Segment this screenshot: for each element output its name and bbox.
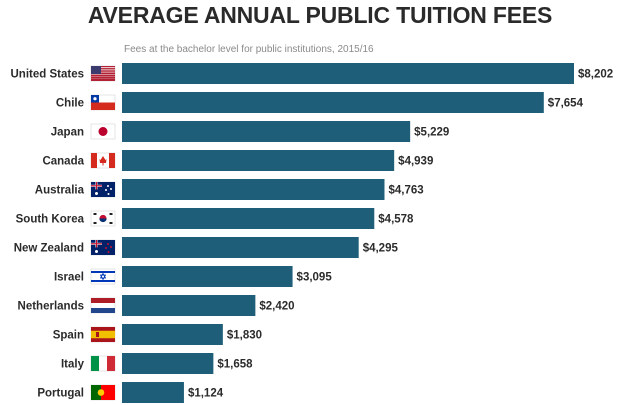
category-label: Netherlands: [18, 301, 84, 313]
bar: [122, 266, 293, 287]
category-label: Israel: [54, 272, 84, 284]
value-label: $5,229: [414, 127, 449, 139]
category-label: South Korea: [16, 214, 85, 226]
bar: [122, 179, 385, 200]
bar: [122, 121, 411, 142]
value-label: $1,658: [217, 359, 253, 371]
value-label: $4,763: [388, 185, 423, 197]
value-label: $8,202: [578, 69, 613, 81]
value-label: $1,124: [188, 388, 224, 400]
value-label: $2,420: [259, 301, 294, 313]
value-label: $4,578: [378, 214, 414, 226]
value-label: $1,830: [227, 330, 262, 342]
new-zealand-flag-icon: [90, 239, 116, 256]
japan-flag-icon: [90, 123, 116, 140]
bar: [122, 382, 184, 403]
value-label: $3,095: [297, 272, 333, 284]
bar: [122, 208, 375, 229]
australia-flag-icon: [90, 181, 116, 198]
italy-flag-icon: [90, 355, 116, 372]
netherlands-flag-icon: [90, 297, 116, 314]
category-label: Chile: [56, 98, 84, 110]
category-label: Portugal: [37, 388, 84, 400]
bar: [122, 237, 359, 258]
south-korea-flag-icon: [90, 210, 116, 227]
page-title: AVERAGE ANNUAL PUBLIC TUITION FEES: [87, 2, 553, 28]
bar: [122, 295, 256, 316]
canada-flag-icon: [90, 152, 116, 169]
portugal-flag-icon: [90, 384, 116, 401]
value-label: $7,654: [548, 98, 584, 110]
bar: [122, 150, 395, 171]
category-label: Spain: [53, 330, 84, 342]
value-label: $4,939: [398, 156, 433, 168]
category-label: Japan: [51, 127, 84, 139]
category-label: Canada: [42, 156, 84, 168]
bar: [122, 63, 574, 84]
chile-flag-icon: [90, 94, 116, 111]
bar: [122, 324, 223, 345]
spain-flag-icon: [90, 326, 116, 343]
bar: [122, 353, 214, 374]
us-flag-icon: [90, 65, 116, 82]
category-label: Australia: [35, 185, 85, 197]
category-label: Italy: [61, 359, 85, 371]
israel-flag-icon: [90, 268, 116, 285]
category-label: New Zealand: [14, 243, 84, 255]
chart-subtitle: Fees at the bachelor level for public in…: [124, 44, 374, 55]
category-label: United States: [11, 69, 85, 81]
bar: [122, 92, 544, 113]
bars-layer: United States $8,202 Chile $7,654 Japan $5,22…: [11, 63, 613, 403]
value-label: $4,295: [363, 243, 399, 255]
